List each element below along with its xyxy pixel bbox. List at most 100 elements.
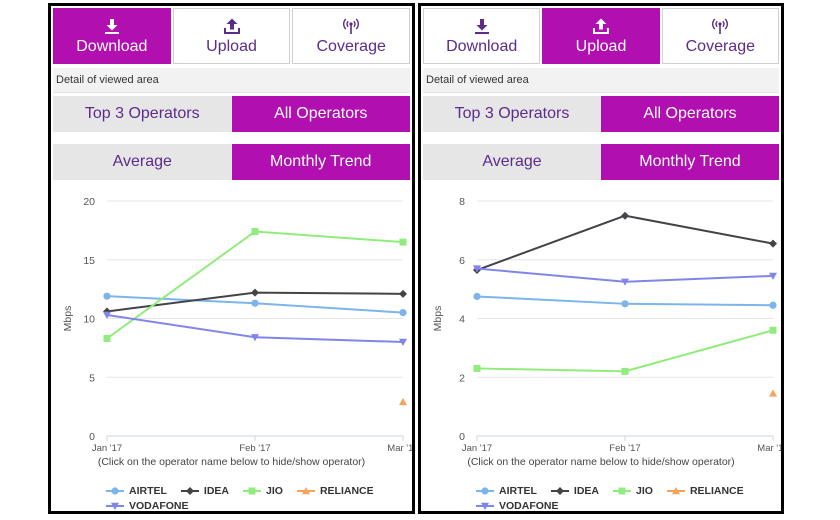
- legend-swatch-icon: [180, 486, 199, 495]
- y-tick-label: 0: [459, 431, 465, 443]
- legend-item-vodafone[interactable]: VODAFONE: [476, 499, 559, 512]
- legend-marker[interactable]: [111, 502, 119, 510]
- legend-hint: (Click on the operator name below to hid…: [97, 456, 366, 468]
- legend-marker[interactable]: [481, 486, 489, 495]
- series-vodafone-point[interactable]: [103, 311, 111, 319]
- series-jio-point[interactable]: [473, 364, 481, 372]
- y-axis-title: Mbps: [62, 306, 74, 332]
- tab-download[interactable]: Download: [53, 8, 171, 64]
- legend-swatch-icon: [106, 486, 124, 495]
- legend-label: VODAFONE: [499, 499, 559, 512]
- tab-label: Upload: [206, 37, 257, 55]
- legend-item-vodafone[interactable]: VODAFONE: [106, 500, 189, 511]
- series-vodafone-point[interactable]: [473, 265, 481, 273]
- upload-icon: [223, 17, 240, 35]
- x-tick-label: Jan '17: [462, 443, 492, 454]
- tab-coverage[interactable]: Coverage: [292, 8, 411, 64]
- series-vodafone-point[interactable]: [769, 272, 777, 280]
- series-jio-point[interactable]: [769, 326, 777, 334]
- view-mode-average-button[interactable]: Average: [423, 144, 601, 180]
- series-jio-point[interactable]: [103, 334, 111, 342]
- series-reliance-point[interactable]: [399, 397, 407, 406]
- series-vodafone-point[interactable]: [251, 334, 259, 342]
- tab-coverage[interactable]: Coverage: [661, 8, 779, 64]
- legend-marker[interactable]: [111, 486, 119, 495]
- series-idea-point[interactable]: [399, 289, 407, 298]
- series-jio-point[interactable]: [399, 238, 407, 246]
- series-jio-line[interactable]: [476, 329, 774, 373]
- legend-marker[interactable]: [185, 486, 194, 495]
- legend-marker[interactable]: [671, 486, 680, 494]
- upload-icon: [592, 17, 609, 35]
- legend-label: RELIANCE: [689, 484, 744, 497]
- legend-item-airtel[interactable]: AIRTEL: [476, 485, 537, 497]
- y-axis-title: Mbps: [432, 306, 444, 332]
- legend-item-idea[interactable]: IDEA: [550, 485, 599, 497]
- x-tick-label: Jan '17: [92, 443, 122, 454]
- series-idea-point[interactable]: [103, 307, 111, 316]
- view-mode-monthly-trend-button[interactable]: Monthly Trend: [231, 144, 410, 180]
- legend-item-reliance[interactable]: RELIANCE: [296, 484, 374, 497]
- operator-filter-top-3-operators-button[interactable]: Top 3 Operators: [53, 96, 232, 132]
- legend-marker[interactable]: [248, 487, 256, 494]
- legend-swatch-icon: [476, 486, 494, 495]
- legend-label: RELIANCE: [319, 484, 374, 497]
- series-idea-point[interactable]: [769, 239, 777, 248]
- legend-marker[interactable]: [555, 486, 564, 495]
- series-vodafone-point[interactable]: [621, 278, 629, 286]
- legend-swatch-icon: [106, 502, 124, 510]
- series-airtel-point[interactable]: [621, 300, 629, 308]
- view-mode-toggle: Average Monthly Trend: [53, 144, 410, 180]
- series-reliance-point[interactable]: [769, 389, 777, 397]
- legend-marker[interactable]: [481, 502, 489, 510]
- metric-tabs: Download Upload Coverage: [423, 8, 779, 64]
- legend-item-airtel[interactable]: AIRTEL: [106, 485, 167, 497]
- legend-label: JIO: [636, 484, 653, 497]
- legend-item-reliance[interactable]: RELIANCE: [666, 484, 744, 497]
- y-tick-label: 20: [83, 196, 95, 208]
- tab-upload[interactable]: Upload: [542, 8, 660, 64]
- view-mode-toggle: Average Monthly Trend: [423, 144, 779, 180]
- series-idea-point[interactable]: [621, 211, 629, 220]
- series-airtel-point[interactable]: [103, 292, 111, 300]
- line-chart: 0 2 4 6 8 Mbps Jan '17 Feb '17 Mar '17: [432, 196, 782, 454]
- signal-icon: [711, 17, 729, 35]
- x-tick-label: Mar '17: [387, 443, 412, 454]
- series-airtel-point[interactable]: [769, 301, 777, 309]
- download-icon: [474, 17, 490, 35]
- series-airtel-point[interactable]: [251, 299, 259, 307]
- line-chart: 0 5 10 15 20 Mbps Jan '17 Feb '17 Mar '17: [62, 196, 412, 454]
- legend-swatch-icon: [296, 486, 315, 494]
- tab-label: Coverage: [685, 37, 755, 55]
- x-tick-label: Feb '17: [609, 443, 640, 454]
- series-idea-line[interactable]: [476, 214, 774, 271]
- tab-label: Download: [76, 37, 148, 55]
- legend-item-jio[interactable]: JIO: [613, 485, 653, 497]
- legend-swatch-icon: [666, 486, 685, 494]
- detail-label: Detail of viewed area: [423, 68, 779, 93]
- tab-download[interactable]: Download: [423, 8, 541, 64]
- series-airtel-point[interactable]: [399, 309, 407, 317]
- legend-item-idea[interactable]: IDEA: [180, 485, 229, 497]
- legend-marker[interactable]: [301, 486, 310, 494]
- tab-label: Coverage: [316, 37, 386, 55]
- series-vodafone-point[interactable]: [399, 338, 407, 346]
- legend-item-jio[interactable]: JIO: [243, 485, 283, 497]
- tab-upload[interactable]: Upload: [172, 8, 291, 64]
- operator-filter-all-operators-button[interactable]: All Operators: [231, 96, 410, 132]
- legend-label: AIRTEL: [129, 484, 167, 497]
- y-tick-label: 0: [89, 431, 95, 443]
- speed-panel-upload: Download Upload Coverage Detail of viewed a…: [418, 3, 784, 514]
- speed-panel-download: Download Upload Coverage Detail of viewed a…: [48, 3, 415, 514]
- operator-filter-top-3-operators-button[interactable]: Top 3 Operators: [423, 96, 601, 132]
- legend-marker[interactable]: [618, 487, 626, 494]
- series-jio-point[interactable]: [251, 228, 259, 236]
- series-idea-point[interactable]: [251, 288, 259, 297]
- x-tick-label: Mar '17: [757, 443, 782, 454]
- view-mode-monthly-trend-button[interactable]: Monthly Trend: [601, 144, 779, 180]
- y-tick-label: 8: [459, 196, 465, 208]
- series-airtel-point[interactable]: [473, 292, 481, 301]
- series-jio-point[interactable]: [621, 367, 629, 375]
- view-mode-average-button[interactable]: Average: [53, 144, 232, 180]
- operator-filter-all-operators-button[interactable]: All Operators: [601, 96, 779, 132]
